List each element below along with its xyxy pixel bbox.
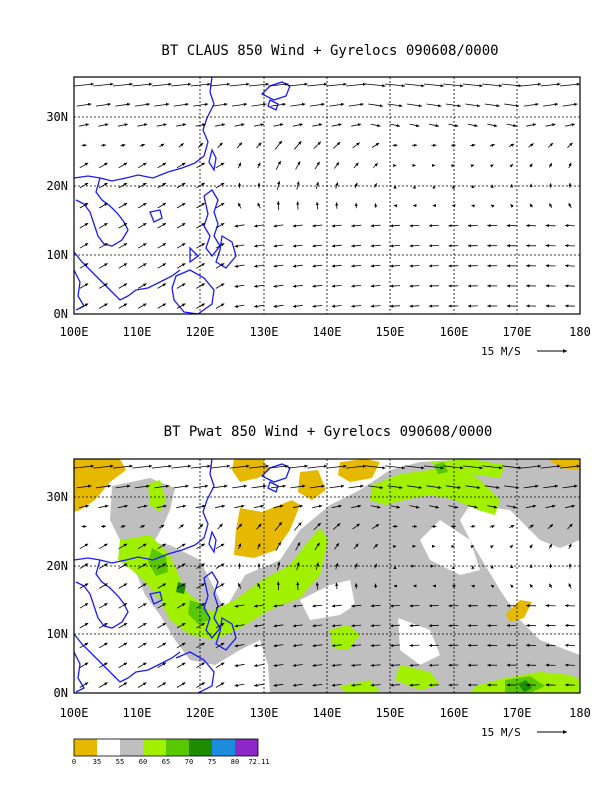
top-lat-axis: 30N 20N 10N 0N — [46, 110, 68, 321]
colorbar-label: 55 — [116, 758, 124, 766]
wind-vector — [101, 145, 106, 146]
colorbar-label: 80 — [231, 758, 239, 766]
lon-label: 110E — [123, 325, 152, 339]
lat-label: 30N — [46, 110, 68, 124]
colorbar-swatch — [235, 739, 258, 756]
bottom-lon-axis: 100E 110E 120E 130E 140E 150E 160E 170E … — [60, 706, 591, 720]
lat-label: 20N — [46, 559, 68, 573]
colorbar-label: 72.11 — [248, 758, 269, 766]
colorbar-swatch — [212, 739, 235, 756]
wind-vector — [565, 225, 575, 226]
lat-label: 20N — [46, 179, 68, 193]
colorbar-label: 60 — [139, 758, 147, 766]
lon-label: 160E — [440, 325, 469, 339]
colorbar: 0 35 55 60 65 70 75 80 72.11 — [72, 739, 270, 766]
top-panel: BT CLAUS 850 Wind + Gyrelocs 090608/0000 — [46, 43, 591, 358]
wind-vector — [565, 606, 575, 607]
lon-label: 180 — [569, 325, 591, 339]
lon-label: 110E — [123, 706, 152, 720]
bottom-map — [74, 459, 580, 693]
lon-label: 100E — [60, 706, 89, 720]
lat-label: 10N — [46, 248, 68, 262]
wind-vector — [410, 645, 420, 646]
wind-vector — [565, 645, 575, 646]
lon-label: 170E — [503, 325, 532, 339]
lon-label: 120E — [186, 325, 215, 339]
colorbar-swatch — [120, 739, 143, 756]
lat-label: 10N — [46, 627, 68, 641]
wind-vector — [410, 225, 420, 226]
wind-vector — [565, 625, 575, 626]
lon-label: 140E — [313, 325, 342, 339]
colorbar-label: 35 — [93, 758, 101, 766]
colorbar-label: 70 — [185, 758, 193, 766]
lat-label: 0N — [54, 307, 68, 321]
top-map — [74, 77, 580, 314]
wind-vector — [565, 246, 575, 247]
top-scale-vector: 15 M/S — [481, 345, 567, 358]
lat-label: 30N — [46, 490, 68, 504]
bottom-lat-axis: 30N 20N 10N 0N — [46, 490, 68, 700]
wind-vector — [565, 286, 575, 287]
colorbar-swatch — [166, 739, 189, 756]
lon-label: 130E — [250, 325, 279, 339]
colorbar-swatch — [189, 739, 212, 756]
wind-vector — [565, 665, 575, 666]
wind-vector — [565, 266, 575, 267]
wind-vector — [410, 246, 420, 247]
scale-label: 15 M/S — [481, 345, 521, 358]
top-lon-axis: 100E 110E 120E 130E 140E 150E 160E 170E … — [60, 325, 591, 339]
bottom-panel-title: BT Pwat 850 Wind + Gyrelocs 090608/0000 — [164, 424, 493, 440]
colorbar-swatch — [143, 739, 166, 756]
colorbar-swatch — [74, 739, 97, 756]
lon-label: 140E — [313, 706, 342, 720]
wind-vector — [101, 526, 106, 527]
lon-label: 150E — [376, 706, 405, 720]
colorbar-label: 0 — [72, 758, 76, 766]
wind-vector — [429, 625, 439, 626]
lon-label: 170E — [503, 706, 532, 720]
top-panel-title: BT CLAUS 850 Wind + Gyrelocs 090608/0000 — [161, 43, 498, 59]
lon-label: 180 — [569, 706, 591, 720]
lon-label: 130E — [250, 706, 279, 720]
scale-label: 15 M/S — [481, 726, 521, 739]
lon-label: 150E — [376, 325, 405, 339]
lat-label: 0N — [54, 686, 68, 700]
lon-label: 100E — [60, 325, 89, 339]
colorbar-label: 75 — [208, 758, 216, 766]
bottom-panel: BT Pwat 850 Wind + Gyrelocs 090608/0000 — [46, 424, 591, 739]
wind-vector — [410, 606, 420, 607]
lon-label: 120E — [186, 706, 215, 720]
lon-label: 160E — [440, 706, 469, 720]
colorbar-label: 65 — [162, 758, 170, 766]
wind-vector — [410, 625, 420, 626]
bottom-scale-vector: 15 M/S — [481, 726, 567, 739]
colorbar-swatch — [97, 739, 120, 756]
